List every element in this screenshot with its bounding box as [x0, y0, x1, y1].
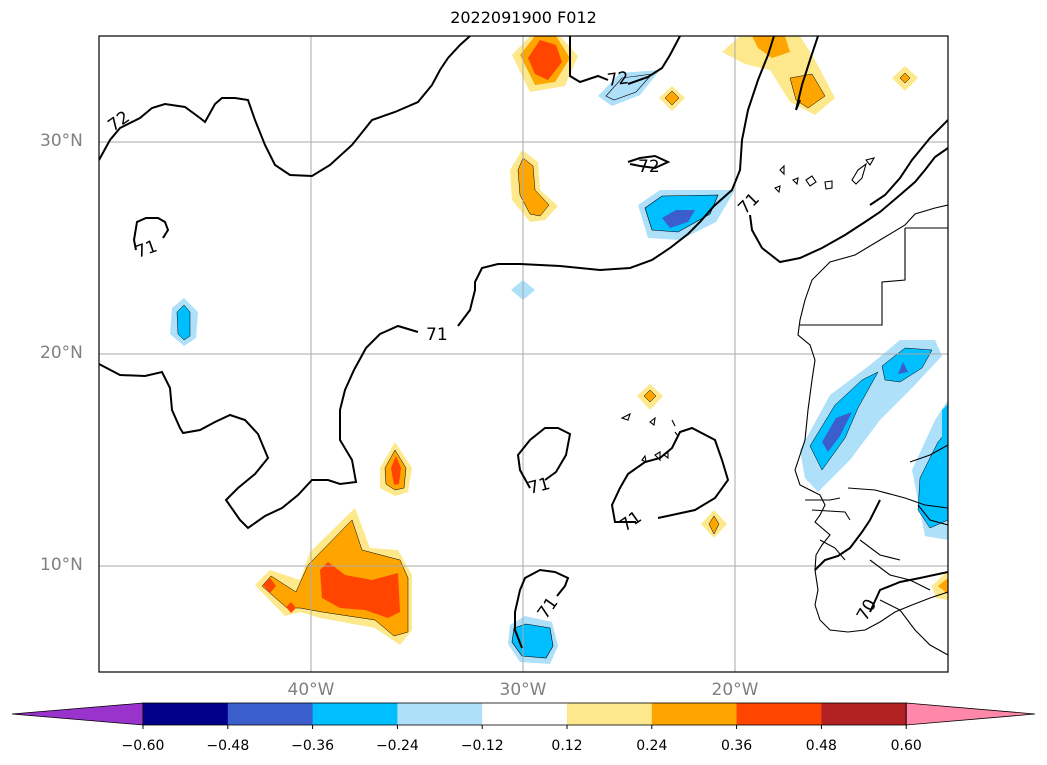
anomaly-positive-diamond — [664, 90, 680, 106]
lon-label-40w: 40°W — [287, 680, 335, 700]
colorbar-tick-label: −0.60 — [121, 738, 165, 754]
colorbar-tick-label: −0.36 — [291, 738, 335, 754]
anomaly-negative-dark — [898, 362, 908, 374]
anomaly-negative-mid — [176, 304, 191, 341]
lat-label-30n: 30°N — [40, 131, 83, 151]
isolines — [99, 36, 948, 649]
contour-label: 72 — [104, 107, 133, 136]
anomaly-positive-dark — [263, 578, 276, 593]
colorbar-extend-min — [11, 702, 144, 726]
colorbar-segment — [736, 703, 822, 725]
anomaly-positive-diamond — [899, 72, 911, 84]
lon-label-20w: 20°W — [711, 680, 759, 700]
anomaly-negative-dark — [822, 412, 852, 452]
isoline-labels: 72 72 72 71 71 71 71 71 71 70 — [104, 68, 881, 624]
anomaly-positive-mid — [938, 578, 948, 594]
contour-label: 71 — [616, 507, 645, 536]
anomaly-negative-mid — [511, 623, 554, 659]
contour-label: 71 — [133, 237, 160, 263]
colorbar-tick-label: 0.60 — [890, 738, 922, 754]
contour-label: 71 — [426, 325, 448, 345]
contour-label: 71 — [534, 594, 563, 623]
lat-label-20n: 20°N — [40, 343, 83, 363]
colorbar-extend-max — [905, 702, 1036, 726]
anomaly-positive-dark — [528, 40, 562, 80]
colorbar-tick-label: −0.24 — [375, 738, 419, 754]
colorbar-tick-label: 0.24 — [636, 738, 668, 754]
colorbar-outline — [142, 702, 907, 726]
lon-label-30w: 30°W — [499, 680, 547, 700]
anomaly-negative-mid — [917, 429, 948, 529]
anomaly-positive-dark — [286, 602, 296, 613]
anomaly-positive-diamond — [708, 515, 720, 535]
colorbar-tick-label: 0.12 — [551, 738, 583, 754]
map-frame — [98, 35, 949, 673]
colorbar-segment — [651, 703, 738, 725]
contour-label: 71 — [734, 189, 763, 218]
colorbar-segment — [821, 703, 907, 725]
contour-label: 72 — [606, 68, 630, 91]
contour-label: 72 — [638, 157, 660, 177]
colorbar-segment — [567, 703, 653, 725]
colorbar — [11, 702, 1036, 729]
coastlines — [620, 157, 948, 656]
anomaly-positive-dark — [320, 562, 400, 618]
colorbar-tick-label: 0.36 — [721, 738, 753, 754]
colorbar-segment — [227, 703, 314, 725]
anomaly-negative-dark — [662, 210, 695, 228]
colorbar-tick-label: −0.48 — [206, 738, 250, 754]
anomaly-negative-mid — [881, 347, 933, 383]
colorbar-segment — [312, 703, 398, 725]
contour-label: 70 — [853, 596, 881, 625]
colorbar-tick-label: 0.48 — [805, 738, 837, 754]
colorbar-segment — [143, 703, 229, 725]
colorbar-tick-label: −0.12 — [460, 738, 504, 754]
shaded-anomalies — [170, 36, 948, 664]
colorbar-segment — [482, 703, 568, 725]
lat-label-10n: 10°N — [40, 555, 83, 575]
anomaly-positive-diamond — [643, 389, 657, 403]
gridlines — [99, 36, 948, 672]
colorbar-segment — [397, 703, 483, 725]
map-title: 2022091900 F012 — [450, 8, 597, 27]
anomaly-negative-mid — [942, 404, 948, 452]
anomaly-positive-dark — [391, 456, 401, 485]
